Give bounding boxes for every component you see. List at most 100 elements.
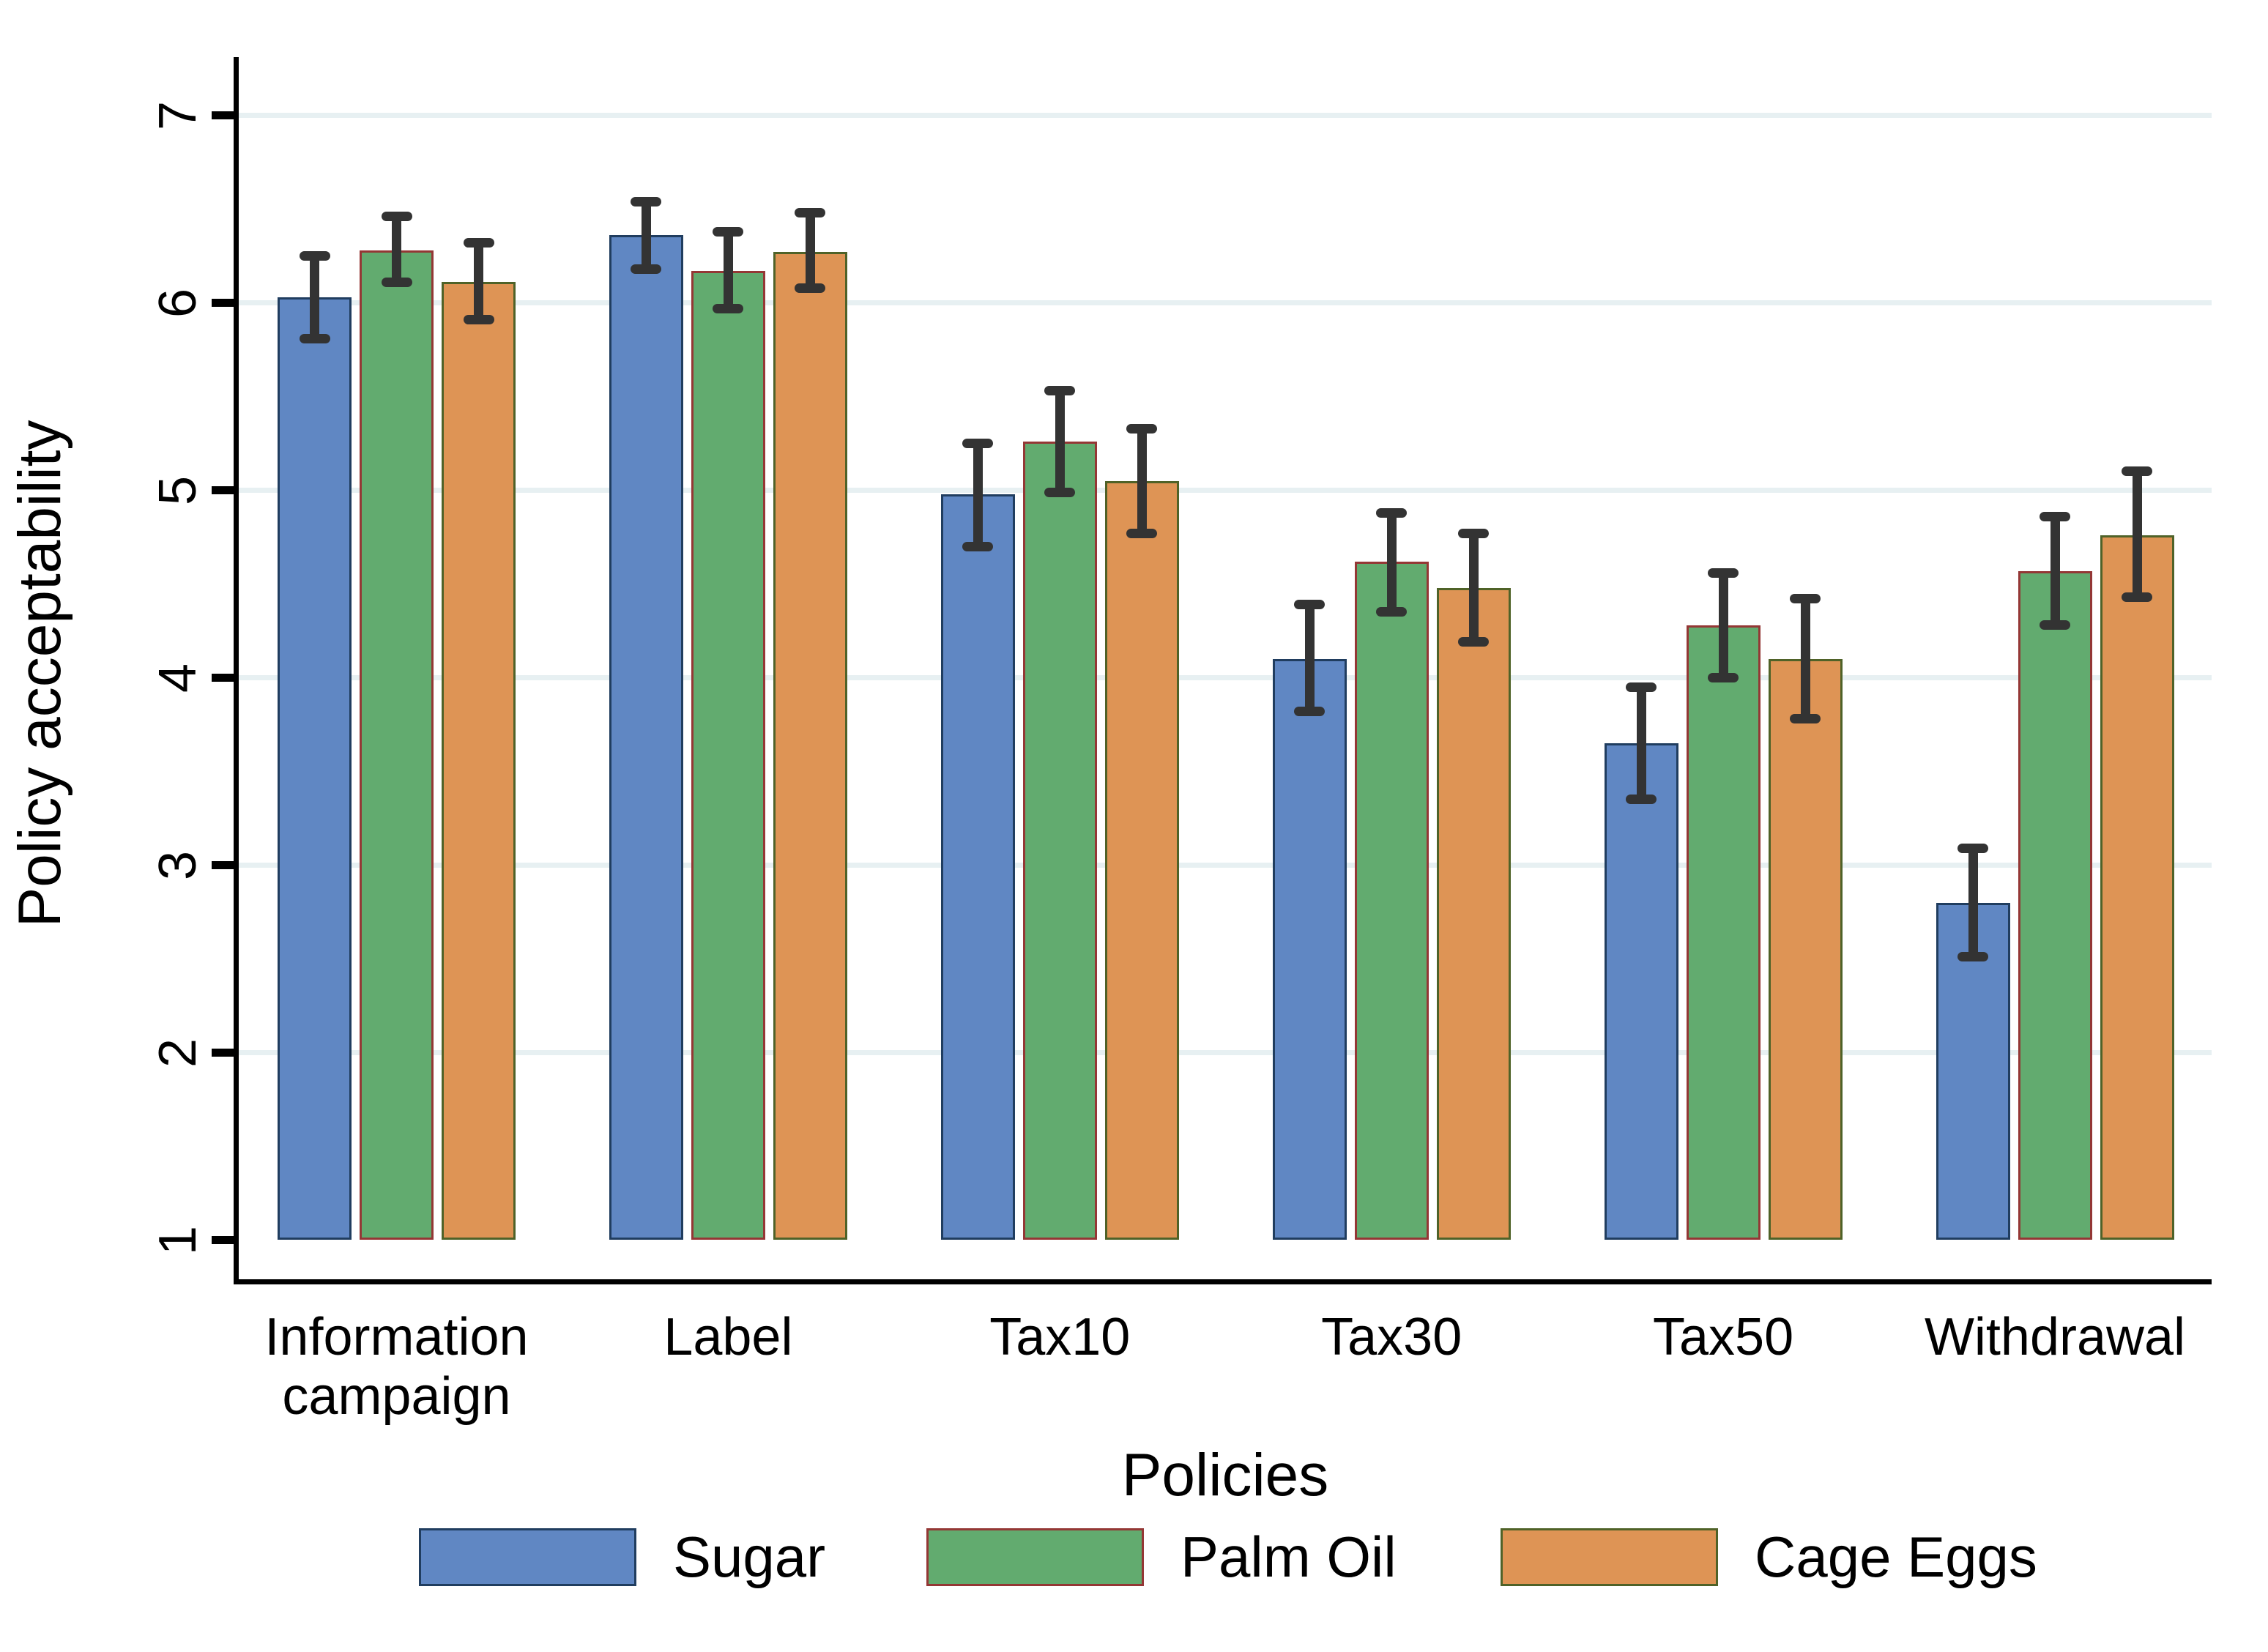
bar-sugar-5 [1604, 743, 1678, 1240]
bar-palm-oil-5 [1686, 625, 1761, 1240]
error-cap-high [1044, 386, 1076, 396]
error-whisker [1386, 513, 1397, 612]
error-cap-low [962, 541, 994, 551]
error-cap-high [795, 208, 826, 218]
bar-palm-oil-3 [1022, 441, 1097, 1240]
error-cap-high [1294, 600, 1326, 610]
error-cap-low [1957, 952, 1988, 962]
error-whisker [723, 231, 733, 309]
gridline-y-5 [239, 488, 2212, 493]
error-whisker [1636, 687, 1646, 800]
legend-item-palm-oil: Palm Oil [926, 1525, 1397, 1589]
x-category-label-5: Tax50 [1653, 1308, 1794, 1366]
error-cap-high [1126, 423, 1158, 434]
y-tick-label-7: 7 [149, 100, 207, 130]
error-cap-low [1708, 673, 1739, 682]
x-category-label-2: Label [663, 1308, 793, 1366]
legend-label: Sugar [673, 1525, 826, 1589]
error-cap-low [463, 315, 494, 325]
y-tick-3 [212, 861, 234, 869]
error-cap-low [381, 277, 412, 287]
y-tick-7 [212, 111, 234, 119]
y-tick-6 [212, 299, 234, 307]
legend-swatch-palm-oil [926, 1528, 1144, 1586]
error-cap-high [2040, 511, 2070, 521]
error-cap-high [1957, 843, 1988, 853]
error-whisker [2050, 516, 2060, 625]
error-cap-high [1376, 507, 1408, 518]
x-category-label-4: Tax30 [1321, 1308, 1462, 1366]
x-category-label-3: Tax10 [989, 1308, 1131, 1366]
error-cap-high [463, 238, 494, 248]
error-cap-high [631, 196, 662, 206]
legend-label: Palm Oil [1181, 1525, 1397, 1589]
error-cap-low [1790, 714, 1821, 724]
error-cap-low [299, 333, 330, 343]
bar-palm-oil-4 [1354, 561, 1429, 1240]
error-cap-high [381, 212, 412, 222]
error-cap-low [713, 303, 744, 313]
error-whisker [641, 201, 651, 269]
y-tick-4 [212, 674, 234, 682]
x-axis-line [234, 1279, 2212, 1284]
y-tick-label-3: 3 [149, 850, 207, 880]
error-whisker [1468, 533, 1479, 642]
legend-swatch-sugar [419, 1528, 636, 1586]
bar-cage-eggs-1 [442, 282, 516, 1240]
gridline-y-2 [239, 1050, 2212, 1055]
error-whisker [1055, 390, 1065, 493]
bar-sugar-3 [940, 494, 1015, 1240]
error-whisker [1968, 848, 1978, 957]
x-category-label-1: Information campaign [264, 1308, 529, 1426]
legend-label: Cage Eggs [1755, 1525, 2037, 1589]
bar-cage-eggs-6 [2100, 535, 2174, 1240]
y-tick-5 [212, 486, 234, 494]
error-whisker [973, 443, 983, 547]
bar-palm-oil-1 [360, 250, 434, 1240]
error-cap-low [1626, 795, 1657, 805]
y-tick-label-4: 4 [149, 663, 207, 693]
y-tick-label-5: 5 [149, 475, 207, 505]
error-cap-low [1458, 637, 1490, 647]
error-cap-high [299, 251, 330, 261]
gridline-y-7 [239, 113, 2212, 118]
error-whisker [392, 216, 401, 283]
error-cap-low [795, 283, 826, 293]
bar-sugar-2 [609, 235, 683, 1240]
bar-cage-eggs-4 [1436, 587, 1511, 1240]
error-cap-low [2122, 592, 2152, 602]
bar-palm-oil-2 [691, 270, 765, 1240]
bar-cage-eggs-2 [773, 252, 847, 1240]
error-cap-high [1458, 528, 1490, 538]
error-cap-low [1126, 528, 1158, 538]
error-cap-high [2122, 466, 2152, 477]
error-cap-low [1044, 487, 1076, 497]
bar-sugar-1 [278, 297, 352, 1240]
bar-cage-eggs-3 [1104, 480, 1179, 1240]
error-whisker [1137, 428, 1147, 534]
error-whisker [805, 212, 815, 288]
legend-item-sugar: Sugar [419, 1525, 825, 1589]
y-axis-title: Policy acceptability [7, 420, 73, 928]
legend-item-cage-eggs: Cage Eggs [1501, 1525, 2037, 1589]
x-axis-title: Policies [1121, 1442, 1329, 1508]
error-whisker [2132, 471, 2142, 598]
y-tick-label-1: 1 [149, 1225, 207, 1255]
error-whisker [310, 256, 319, 339]
bar-cage-eggs-5 [1768, 658, 1843, 1240]
legend-swatch-cage-eggs [1501, 1528, 1718, 1586]
error-whisker [474, 242, 483, 320]
error-cap-high [713, 226, 744, 237]
error-cap-low [631, 264, 662, 274]
error-cap-high [1626, 682, 1657, 692]
y-axis-line [234, 57, 239, 1284]
error-whisker [1718, 573, 1728, 678]
error-cap-low [1376, 607, 1408, 617]
gridline-y-3 [239, 863, 2212, 868]
gridline-y-4 [239, 675, 2212, 680]
error-cap-high [1708, 568, 1739, 578]
error-whisker [1304, 604, 1315, 712]
error-cap-high [1790, 594, 1821, 604]
gridline-y-6 [239, 300, 2212, 305]
